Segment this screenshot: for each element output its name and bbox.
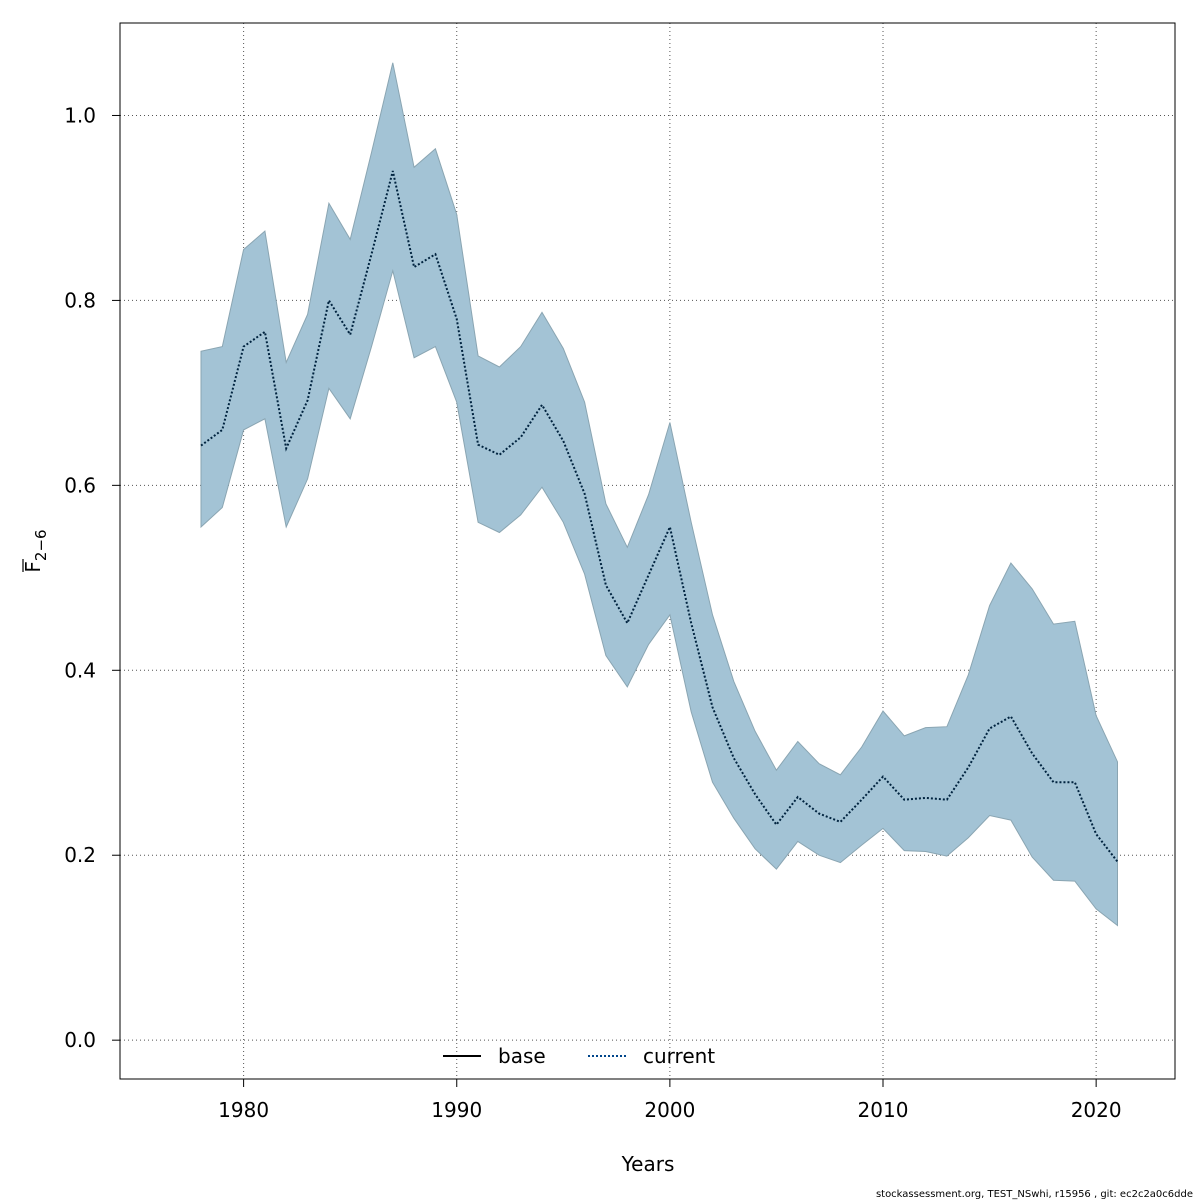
x-tick-label-2000: 2000 — [644, 1098, 695, 1122]
plot-frame — [119, 22, 1176, 1080]
y-tick-label-0.6: 0.6 — [64, 473, 96, 497]
x-tick-label-1990: 1990 — [431, 1098, 482, 1122]
y-tick-label-1.0: 1.0 — [64, 103, 96, 127]
legend-current-label: current — [643, 1044, 715, 1068]
legend-base-label: base — [498, 1044, 546, 1068]
x-tick-label-2010: 2010 — [858, 1098, 909, 1122]
x-tick-label-1980: 1980 — [218, 1098, 269, 1122]
y-tick-label-0.0: 0.0 — [64, 1028, 96, 1052]
x-axis: 1980 1990 2000 2010 2020 — [218, 1079, 1122, 1122]
confidence-band-area — [200, 62, 1118, 927]
y-tick-label-0.2: 0.2 — [64, 843, 96, 867]
confidence-band — [200, 62, 1118, 927]
svg-text:F2−6: F2−6 — [21, 529, 50, 572]
y-axis-title: F2−6 — [21, 529, 50, 572]
series-line-current — [200, 170, 1119, 863]
footer-note: stockassessment.org, TEST_NSwhi, r15956 … — [876, 1189, 1193, 1200]
series-lines — [200, 170, 1119, 863]
x-axis-title: Years — [621, 1152, 675, 1176]
y-axis-title-sub: 2−6 — [32, 529, 50, 561]
x-tick-label-2020: 2020 — [1071, 1098, 1122, 1122]
y-tick-label-0.8: 0.8 — [64, 288, 96, 312]
legend: base current — [443, 1044, 715, 1068]
y-axis: 0.0 0.2 0.4 0.6 0.8 1.0 — [64, 103, 120, 1052]
y-axis-title-main: F — [21, 561, 45, 573]
y-tick-label-0.4: 0.4 — [64, 658, 96, 682]
